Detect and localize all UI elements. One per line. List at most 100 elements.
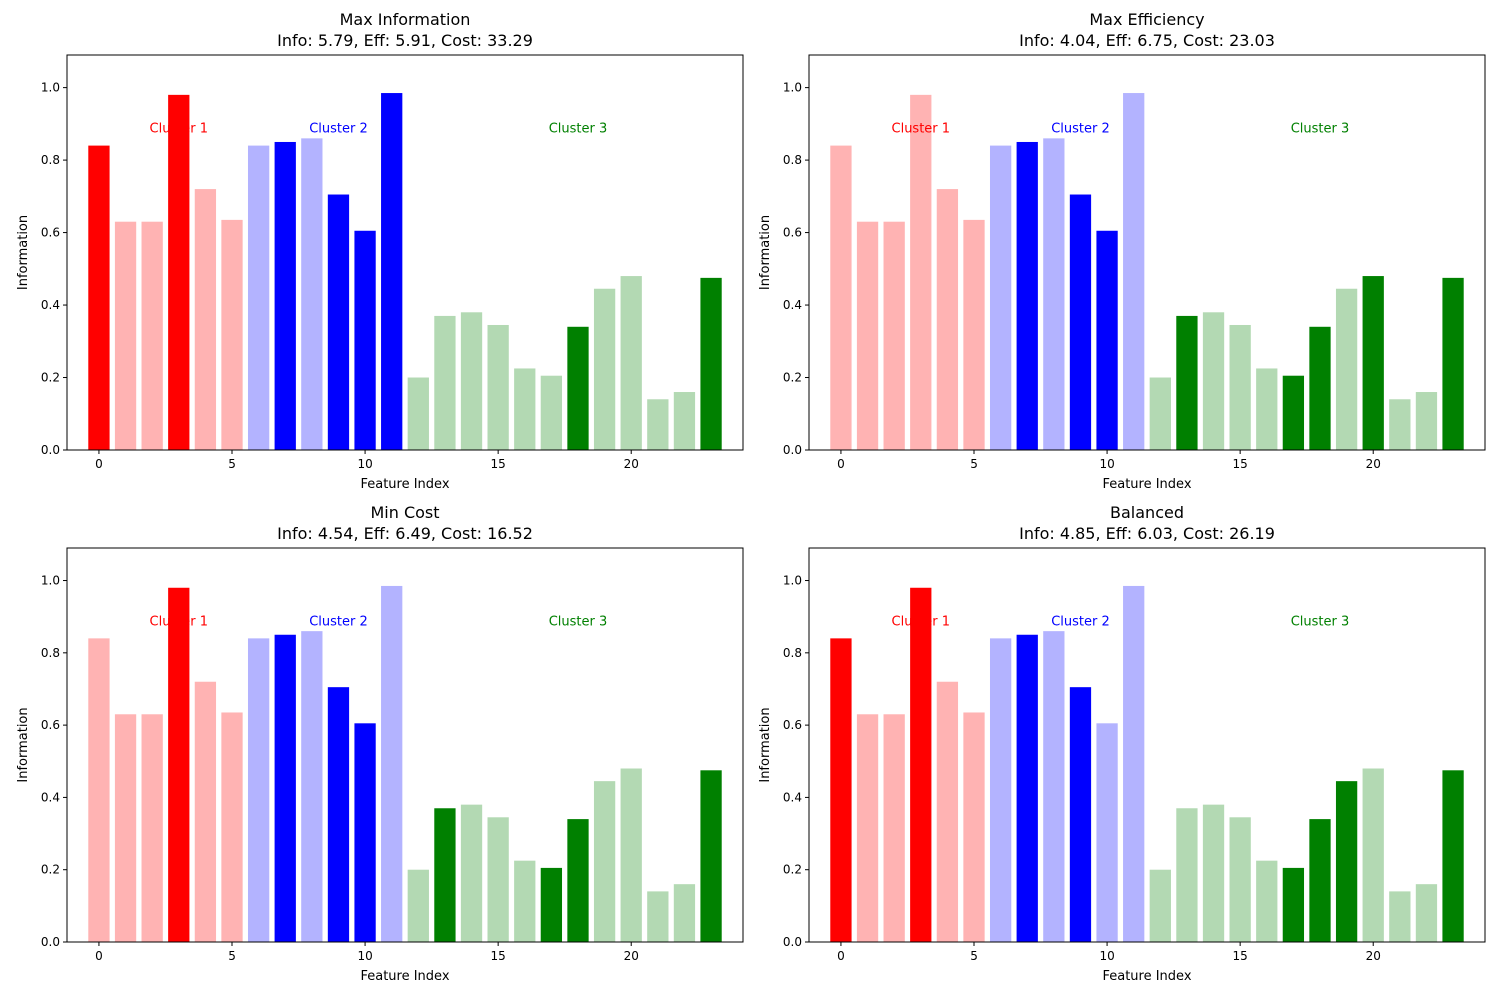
bar-feature-4: [194, 681, 217, 942]
chart-title: Balanced: [1110, 503, 1184, 522]
bar-feature-5: [963, 219, 985, 450]
bar-feature-18: [1309, 326, 1331, 450]
bar-feature-11: [1123, 585, 1145, 942]
bar-feature-2: [141, 221, 163, 450]
x-tick-label: 15: [491, 457, 506, 471]
bar-feature-14: [1202, 804, 1225, 942]
y-tick-label: 0.4: [783, 790, 802, 804]
bar-feature-8: [1043, 138, 1065, 450]
chart-subtitle: Info: 4.85, Eff: 6.03, Cost: 26.19: [1019, 524, 1275, 543]
y-tick-label: 0.6: [41, 226, 60, 240]
cluster-annotation-1: Cluster 1: [892, 121, 951, 136]
bar-feature-8: [1043, 631, 1065, 942]
bar-feature-23: [700, 277, 722, 450]
bar-feature-14: [460, 312, 483, 450]
bar-feature-16: [514, 368, 536, 450]
bar-series: [88, 93, 722, 451]
bar-feature-13: [1176, 808, 1198, 942]
bar-feature-20: [1362, 276, 1384, 450]
bar-feature-18: [567, 819, 589, 942]
x-tick-label: 20: [624, 949, 639, 963]
y-tick-label: 0.4: [41, 298, 60, 312]
plot-frame: [808, 547, 1486, 943]
chart-title: Max Efficiency: [1089, 10, 1204, 29]
x-axis-label: Feature Index: [360, 477, 449, 492]
bar-feature-23: [700, 770, 722, 942]
bar-feature-20: [620, 276, 642, 450]
x-tick-label: 20: [1366, 949, 1381, 963]
bar-feature-18: [567, 326, 589, 450]
plot-frame: [808, 54, 1486, 451]
subplot-2: Max Efficiency Info: 4.04, Eff: 6.75, Cos…: [758, 10, 1486, 492]
bar-feature-12: [1149, 869, 1171, 942]
y-tick-label: 0.8: [41, 646, 60, 660]
bar-feature-8: [301, 138, 323, 450]
x-tick-label: 0: [837, 949, 845, 963]
bar-feature-13: [434, 315, 456, 450]
x-tick-label: 0: [95, 457, 103, 471]
y-tick-label: 0.2: [783, 371, 802, 385]
bar-feature-11: [381, 93, 403, 451]
subplot-3: Min Cost Info: 4.54, Eff: 6.49, Cost: 16.…: [16, 503, 744, 984]
bar-feature-2: [883, 714, 905, 942]
chart-title: Min Cost: [370, 503, 439, 522]
bar-feature-16: [1256, 860, 1278, 942]
bar-feature-22: [673, 884, 696, 942]
cluster-annotation-2: Cluster 2: [1051, 614, 1110, 629]
chart-subtitle: Info: 4.54, Eff: 6.49, Cost: 16.52: [277, 524, 533, 543]
bar-feature-17: [1282, 867, 1305, 942]
bar-feature-5: [963, 712, 985, 942]
bar-feature-1: [114, 714, 137, 942]
bar-feature-21: [1389, 891, 1411, 942]
bar-feature-6: [247, 638, 270, 942]
bar-feature-2: [141, 714, 163, 942]
bar-feature-23: [1442, 277, 1464, 450]
chart-title: Max Information: [340, 10, 471, 29]
bar-feature-7: [274, 141, 296, 450]
x-axis-label: Feature Index: [1102, 969, 1191, 984]
bar-feature-0: [88, 638, 110, 942]
x-tick-label: 0: [95, 949, 103, 963]
y-tick-label: 1.0: [783, 574, 802, 588]
bar-feature-9: [327, 194, 350, 450]
x-tick-label: 15: [1233, 949, 1248, 963]
x-axis-label: Feature Index: [1102, 477, 1191, 492]
cluster-annotation-1: Cluster 1: [892, 614, 951, 629]
subplot-1: Max Information Info: 5.79, Eff: 5.91, Co…: [16, 10, 744, 492]
bar-feature-3: [168, 587, 190, 942]
x-tick-label: 20: [624, 457, 639, 471]
bar-feature-21: [647, 399, 669, 450]
x-tick-label: 5: [228, 457, 236, 471]
y-tick-label: 1.0: [783, 81, 802, 95]
y-tick-label: 0.0: [41, 443, 60, 457]
x-tick-label: 5: [228, 949, 236, 963]
x-tick-label: 20: [1366, 457, 1381, 471]
bar-feature-13: [1176, 315, 1198, 450]
bar-feature-9: [1069, 194, 1092, 450]
x-tick-label: 10: [1099, 949, 1114, 963]
y-tick-label: 0.8: [783, 153, 802, 167]
x-tick-label: 0: [837, 457, 845, 471]
x-tick-label: 5: [970, 457, 978, 471]
cluster-annotation-2: Cluster 2: [309, 614, 368, 629]
x-tick-label: 5: [970, 949, 978, 963]
y-tick-label: 0.2: [41, 371, 60, 385]
bar-feature-16: [514, 860, 536, 942]
bar-feature-20: [1362, 768, 1384, 942]
bar-feature-15: [1229, 817, 1251, 942]
cluster-annotation-1: Cluster 1: [150, 121, 209, 136]
x-tick-label: 15: [491, 949, 506, 963]
bar-feature-19: [1335, 781, 1358, 942]
y-axis-label: Information: [758, 707, 773, 782]
plot-frame: [66, 54, 744, 451]
plot-frame: [66, 547, 744, 943]
cluster-annotation-2: Cluster 2: [309, 121, 368, 136]
bar-feature-9: [327, 687, 350, 942]
bar-feature-21: [1389, 399, 1411, 450]
cluster-annotation-3: Cluster 3: [1291, 614, 1350, 629]
bar-feature-14: [1202, 312, 1225, 450]
bar-series: [830, 585, 1464, 942]
bar-feature-8: [301, 631, 323, 942]
cluster-annotation-3: Cluster 3: [549, 614, 608, 629]
